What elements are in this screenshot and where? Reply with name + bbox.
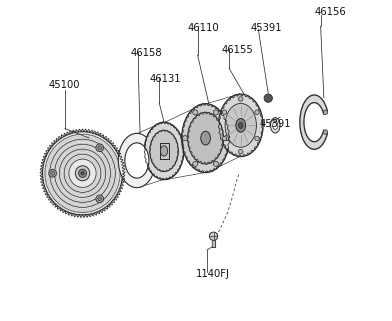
Ellipse shape xyxy=(75,166,90,181)
Ellipse shape xyxy=(270,118,280,133)
Ellipse shape xyxy=(238,122,243,128)
Circle shape xyxy=(182,135,187,141)
Circle shape xyxy=(51,171,54,175)
Text: 46131: 46131 xyxy=(150,74,181,84)
Circle shape xyxy=(222,110,227,114)
Circle shape xyxy=(209,232,218,240)
Ellipse shape xyxy=(225,103,256,147)
Circle shape xyxy=(224,135,229,141)
Ellipse shape xyxy=(273,121,278,129)
Text: 46110: 46110 xyxy=(188,23,220,33)
Ellipse shape xyxy=(188,112,223,164)
Circle shape xyxy=(96,195,103,203)
Text: 1140FJ: 1140FJ xyxy=(196,269,230,279)
Text: 46156: 46156 xyxy=(314,7,346,17)
Text: 45100: 45100 xyxy=(49,80,80,90)
Circle shape xyxy=(213,161,218,166)
Ellipse shape xyxy=(125,143,149,178)
Circle shape xyxy=(98,146,102,150)
Circle shape xyxy=(98,197,102,201)
Polygon shape xyxy=(212,240,216,247)
Ellipse shape xyxy=(78,169,87,178)
Circle shape xyxy=(49,169,56,177)
Polygon shape xyxy=(300,95,327,149)
Circle shape xyxy=(323,110,328,115)
Circle shape xyxy=(193,110,198,115)
Ellipse shape xyxy=(181,104,230,173)
Text: 46158: 46158 xyxy=(131,48,162,58)
Ellipse shape xyxy=(150,130,178,172)
Circle shape xyxy=(96,144,103,152)
Polygon shape xyxy=(40,129,125,217)
Circle shape xyxy=(222,136,227,141)
Ellipse shape xyxy=(43,132,122,215)
Ellipse shape xyxy=(81,172,84,175)
Circle shape xyxy=(255,136,259,141)
Circle shape xyxy=(193,161,198,166)
Ellipse shape xyxy=(201,131,211,145)
Ellipse shape xyxy=(144,122,184,180)
Circle shape xyxy=(264,94,272,102)
Ellipse shape xyxy=(118,133,155,188)
Circle shape xyxy=(323,130,328,134)
Circle shape xyxy=(238,97,243,101)
Ellipse shape xyxy=(41,130,124,216)
Ellipse shape xyxy=(45,134,120,212)
Text: 45391: 45391 xyxy=(250,23,282,33)
Circle shape xyxy=(213,110,218,115)
Text: 46155: 46155 xyxy=(221,45,253,55)
Text: 45391: 45391 xyxy=(260,118,292,128)
Ellipse shape xyxy=(218,94,263,157)
Ellipse shape xyxy=(160,146,168,156)
Circle shape xyxy=(238,149,243,154)
Ellipse shape xyxy=(236,118,246,132)
Circle shape xyxy=(255,110,259,114)
